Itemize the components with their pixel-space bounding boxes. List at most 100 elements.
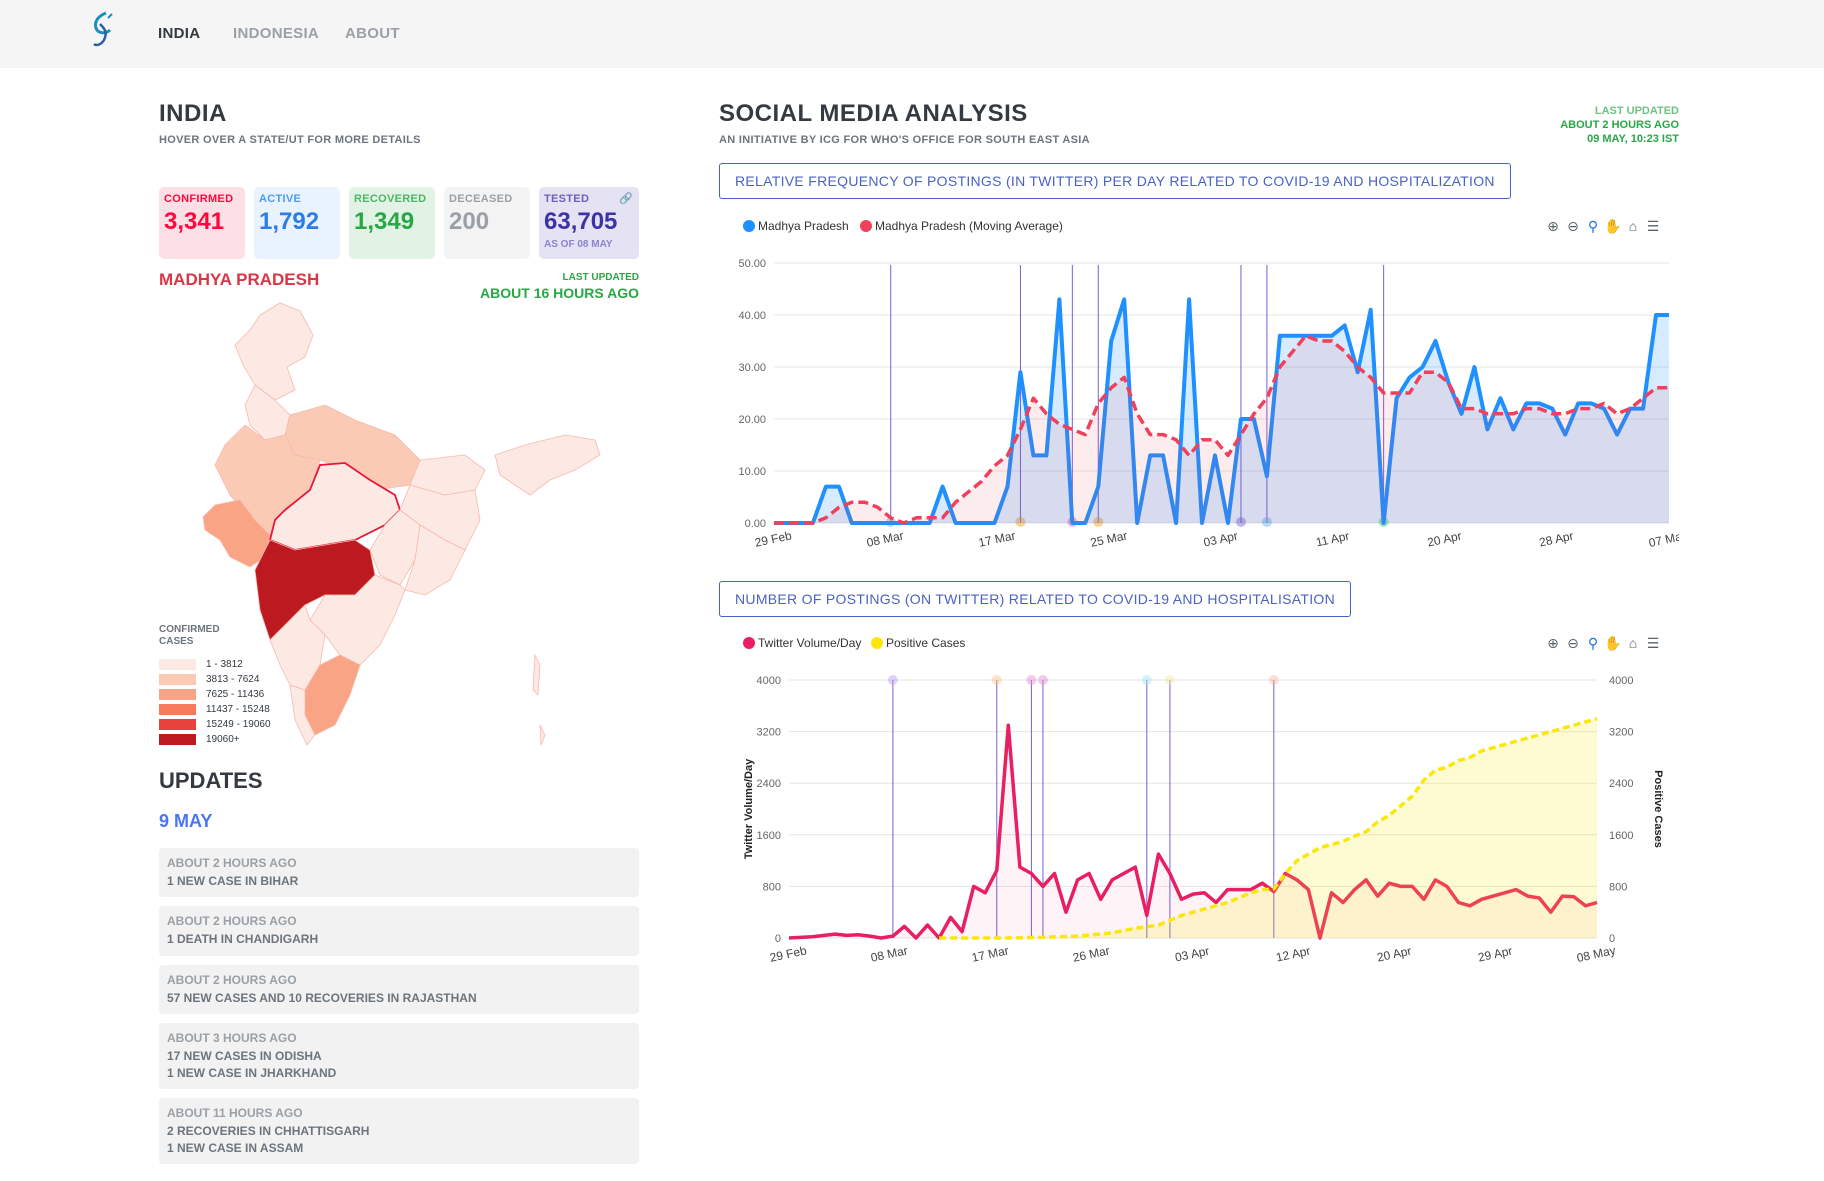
y-right-tick-label: 1600 xyxy=(1609,830,1633,842)
menu-icon[interactable]: ☰ xyxy=(1646,635,1660,651)
menu-icon[interactable]: ☰ xyxy=(1646,218,1660,234)
chart1-title: RELATIVE FREQUENCY OF POSTINGS (IN TWITT… xyxy=(719,163,1511,199)
x-tick-label: 11 Apr xyxy=(1315,529,1351,550)
x-tick-label: 29 Feb xyxy=(768,943,808,965)
social-last-updated-label: LAST UPDATED xyxy=(1594,105,1679,117)
pan-icon[interactable]: ✋ xyxy=(1604,635,1622,651)
map-state-kerala[interactable] xyxy=(289,684,316,746)
legend-dot xyxy=(860,220,872,232)
stat-recovered-value: 1,349 xyxy=(354,208,415,235)
stat-tested[interactable]: TESTED 🔗 63,705 AS OF 08 MAY xyxy=(539,187,639,259)
series-line xyxy=(774,297,1669,525)
legend-dot xyxy=(743,220,755,232)
legend-swatch xyxy=(159,674,196,685)
update-time: ABOUT 2 HOURS AGO xyxy=(167,973,297,987)
y-tick-label: 50.00 xyxy=(738,258,766,270)
legend-range: 15249 - 19060 xyxy=(206,719,271,730)
home-icon[interactable]: ⌂ xyxy=(1628,635,1638,651)
chart2-plot[interactable]: 0 800 1600 2400 3200 4000 0 800 1600 2400 3200 4000… xyxy=(719,660,1679,980)
stat-confirmed[interactable]: CONFIRMED 3,341 xyxy=(159,187,245,259)
legend-dot xyxy=(871,637,883,649)
chart1-plot[interactable]: 0.00 10.00 20.00 30.00 40.00 50.00 29 Feb 08 Ma… xyxy=(719,245,1679,550)
icg-logo-icon[interactable] xyxy=(88,10,118,50)
update-time: ABOUT 11 HOURS AGO xyxy=(167,1106,303,1120)
stat-recovered[interactable]: RECOVERED 1,349 xyxy=(349,187,435,259)
stat-active[interactable]: ACTIVE 1,792 xyxy=(254,187,340,259)
chart1-toolbar: ⊕ ⊖ ⚲ ✋ ⌂ ☰ xyxy=(1543,218,1663,235)
zoom-out-icon[interactable]: ⊖ xyxy=(1567,635,1579,651)
map-state-karnataka[interactable] xyxy=(269,604,326,691)
chart1-legend-series2[interactable]: Madhya Pradesh (Moving Average) xyxy=(860,219,1063,233)
series-area xyxy=(774,335,1669,523)
event-marker-dot xyxy=(1026,675,1037,685)
stat-tested-asof: AS OF 08 MAY xyxy=(544,239,613,250)
nav-indonesia[interactable]: INDONESIA xyxy=(233,25,320,42)
update-text: 17 NEW CASES IN ODISHA 1 NEW CASE IN JHAR… xyxy=(167,1048,631,1082)
map-state-gujarat[interactable] xyxy=(202,499,271,568)
map-state-odisha[interactable] xyxy=(404,524,466,596)
chart2-legend-series2[interactable]: Positive Cases xyxy=(871,636,965,650)
home-icon[interactable]: ⌂ xyxy=(1628,218,1638,234)
social-last-updated-time: 09 MAY, 10:23 IST xyxy=(1587,133,1679,145)
top-navbar: INDIA INDONESIA ABOUT xyxy=(0,0,1824,68)
pan-icon[interactable]: ✋ xyxy=(1604,218,1622,234)
x-tick-label: 07 May xyxy=(1647,528,1679,550)
x-tick-label: 17 Mar xyxy=(977,528,1016,549)
page-subtitle: HOVER OVER A STATE/UT FOR MORE DETAILS xyxy=(159,134,421,146)
series-area xyxy=(774,299,1669,523)
update-card: ABOUT 2 HOURS AGO 57 NEW CASES AND 10 RE… xyxy=(159,965,639,1014)
legend-swatch xyxy=(159,689,196,700)
chart2-title: NUMBER OF POSTINGS (ON TWITTER) RELATED … xyxy=(719,581,1352,617)
update-card: ABOUT 2 HOURS AGO 1 NEW CASE IN BIHAR xyxy=(159,848,639,897)
y-axis-title-right: Positive Cases xyxy=(1652,770,1664,848)
y-tick-label: 0 xyxy=(775,933,781,945)
chart2-legend-series1[interactable]: Twitter Volume/Day xyxy=(743,636,861,650)
link-icon[interactable]: 🔗 xyxy=(619,193,633,205)
legend-range: 1 - 3812 xyxy=(206,659,243,670)
stat-deceased[interactable]: DECEASED 200 xyxy=(444,187,530,259)
event-marker-dot xyxy=(1235,517,1246,527)
selected-state-name: MADHYA PRADESH xyxy=(159,270,320,289)
update-text: 1 NEW CASE IN BIHAR xyxy=(167,874,299,888)
updates-title: UPDATES xyxy=(159,768,263,793)
x-tick-label: 20 Apr xyxy=(1426,529,1463,550)
chart1-legend-series1[interactable]: Madhya Pradesh xyxy=(743,219,849,233)
x-tick-label: 17 Mar xyxy=(970,943,1009,964)
legend-dot xyxy=(743,637,755,649)
legend-swatch xyxy=(159,719,196,730)
zoom-in-icon[interactable]: ⊕ xyxy=(1547,635,1559,651)
selection-zoom-icon[interactable]: ⚲ xyxy=(1587,635,1599,651)
legend-label: Positive Cases xyxy=(886,636,966,650)
map-state-north[interactable] xyxy=(234,302,314,401)
update-text: 57 NEW CASES AND 10 RECOVERIES IN RAJAST… xyxy=(167,991,477,1005)
event-marker-dot xyxy=(1141,675,1152,685)
map-state-chhattisgarh[interactable] xyxy=(369,509,421,586)
legend-swatch xyxy=(159,704,196,715)
update-card: ABOUT 3 HOURS AGO 17 NEW CASES IN ODISHA… xyxy=(159,1023,639,1089)
map-islands[interactable] xyxy=(532,653,546,746)
x-tick-label: 25 Mar xyxy=(1089,528,1128,549)
selection-zoom-icon[interactable]: ⚲ xyxy=(1587,218,1599,234)
page-title: INDIA xyxy=(159,100,227,127)
y-axis-title-left: Twitter Volume/Day xyxy=(743,758,755,859)
y-right-tick-label: 3200 xyxy=(1609,727,1633,739)
chart2-toolbar: ⊕ ⊖ ⚲ ✋ ⌂ ☰ xyxy=(1543,635,1663,652)
series-line xyxy=(774,334,1669,525)
update-line: 1 NEW CASE IN ASSAM xyxy=(167,1141,304,1155)
event-marker-dot xyxy=(1037,675,1048,685)
state-last-updated-value: ABOUT 16 HOURS AGO xyxy=(480,285,639,301)
x-tick-label: 28 Apr xyxy=(1538,529,1575,550)
india-map[interactable] xyxy=(195,295,605,755)
legend-range: 11437 - 15248 xyxy=(206,704,270,715)
update-text: 1 DEATH IN CHANDIGARH xyxy=(167,932,319,946)
x-tick-label: 03 Apr xyxy=(1174,944,1211,965)
nav-about[interactable]: ABOUT xyxy=(345,25,400,42)
x-tick-label: 12 Apr xyxy=(1275,944,1312,965)
update-card: ABOUT 2 HOURS AGO 1 DEATH IN CHANDIGARH xyxy=(159,906,639,956)
y-tick-label: 0.00 xyxy=(745,518,766,530)
map-state-northeast[interactable] xyxy=(494,434,601,496)
map-legend-title: CONFIRMED CASES xyxy=(159,624,220,647)
zoom-out-icon[interactable]: ⊖ xyxy=(1567,218,1579,234)
nav-india[interactable]: INDIA xyxy=(158,25,201,42)
zoom-in-icon[interactable]: ⊕ xyxy=(1547,218,1559,234)
